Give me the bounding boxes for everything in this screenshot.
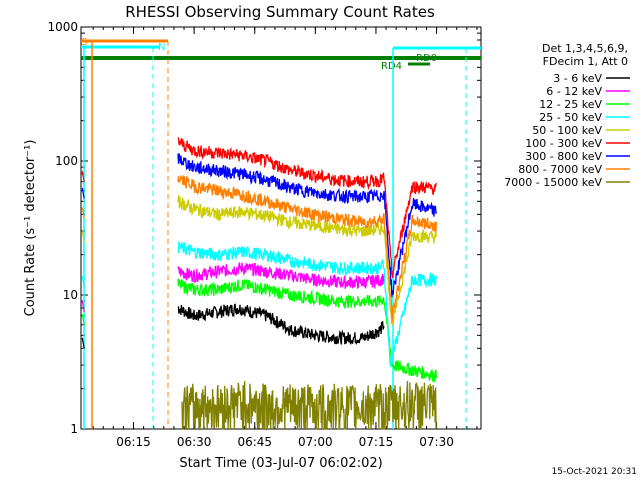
series-line: [177, 194, 438, 327]
series-start-segment: [81, 276, 85, 287]
series-line: [177, 137, 438, 279]
legend-label: 3 - 6 keV: [553, 72, 602, 85]
x-tick-label: 07:15: [359, 435, 394, 449]
chart-title: RHESSI Observing Summary Count Rates: [125, 3, 435, 21]
timestamp: 15-Oct-2021 20:31: [552, 467, 637, 477]
legend-label: 100 - 300 keV: [525, 137, 602, 150]
legend-label: 6 - 12 keV: [546, 85, 602, 98]
plot-frame: [80, 26, 482, 430]
series-start-segment: [81, 337, 85, 349]
rd0-label: RD0: [416, 53, 437, 64]
night-flag-label: N: [158, 42, 165, 53]
saa-flag-label: S: [81, 37, 87, 48]
y-tick-label: 100: [55, 154, 78, 168]
series-start-segment: [81, 207, 85, 219]
legend-label: 7000 - 15000 keV: [504, 176, 602, 189]
series-line: [177, 241, 438, 368]
legend-label: 25 - 50 keV: [539, 111, 602, 124]
x-tick-label: 07:30: [419, 435, 454, 449]
y-tick-label: 1: [70, 422, 78, 436]
y-tick-label: 10: [63, 288, 78, 302]
x-tick-label: 06:15: [116, 435, 151, 449]
rd4-label: RD4: [381, 61, 402, 72]
series-line: [181, 380, 437, 431]
series-line: [177, 153, 438, 298]
series-start-segment: [81, 314, 85, 325]
series-start-segment: [81, 301, 85, 312]
legend-label: 50 - 100 keV: [532, 124, 602, 137]
series-line: [177, 303, 385, 346]
series-start-segment: [81, 187, 85, 199]
x-axis-label: Start Time (03-Jul-07 06:02:02): [179, 456, 382, 471]
x-axis: 06:15 06:30 06:45 07:00 07:15 07:30: [92, 27, 478, 449]
series-line: [177, 174, 438, 322]
legend-header-line-2: FDecim 1, Att 0: [543, 55, 628, 68]
series-layer: [81, 137, 438, 431]
annotation-layer: S N RD4 RD0: [81, 37, 481, 429]
x-tick-label: 06:45: [237, 435, 272, 449]
series-start-segment: [81, 171, 85, 182]
legend-label: 12 - 25 keV: [539, 98, 602, 111]
y-tick-label: 1000: [47, 20, 78, 34]
legend-label: 800 - 7000 keV: [518, 163, 602, 176]
x-tick-label: 07:00: [298, 435, 333, 449]
legend-header-line-1: Det 1,3,4,5,6,9,: [542, 42, 628, 55]
legend-label: 300 - 800 keV: [525, 150, 602, 163]
series-line: [177, 278, 438, 384]
series-start-segment: [81, 230, 85, 242]
x-tick-label: 06:30: [177, 435, 212, 449]
y-axis-label: Count Rate (s⁻¹ detector⁻¹): [23, 140, 38, 317]
series-line: [177, 262, 385, 290]
